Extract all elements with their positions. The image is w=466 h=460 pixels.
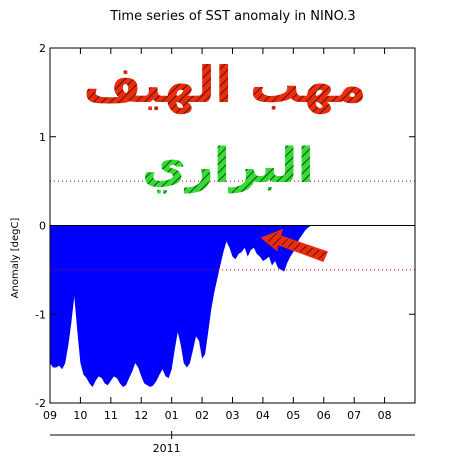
x-tick-label: 06 (317, 409, 331, 422)
x-tick-label: 03 (226, 409, 240, 422)
x-tick-label: 01 (165, 409, 179, 422)
y-tick-label: -1 (35, 308, 46, 321)
overlay-text-1: مهب الهيف (83, 56, 366, 115)
x-tick-label: 12 (134, 409, 148, 422)
year-label: 2011 (153, 442, 181, 455)
y-axis-label: Anomaly [degC] (10, 218, 21, 299)
x-tick-label: 10 (73, 409, 87, 422)
anomaly-area (50, 225, 312, 387)
y-tick-label: 0 (39, 220, 46, 233)
overlay-text-2: البراري (142, 138, 314, 194)
x-tick-label: 09 (43, 409, 57, 422)
x-tick-label: 08 (378, 409, 392, 422)
x-tick-label: 05 (286, 409, 300, 422)
x-tick-label: 02 (195, 409, 209, 422)
chart-title: Time series of SST anomaly in NINO.3 (109, 9, 355, 24)
y-tick-label: -2 (35, 397, 46, 410)
arrow-annotation (260, 228, 329, 262)
y-tick-label: 2 (39, 42, 46, 55)
x-tick-label: 07 (347, 409, 361, 422)
y-tick-label: 1 (39, 131, 46, 144)
x-tick-label: 04 (256, 409, 270, 422)
x-tick-label: 11 (104, 409, 118, 422)
